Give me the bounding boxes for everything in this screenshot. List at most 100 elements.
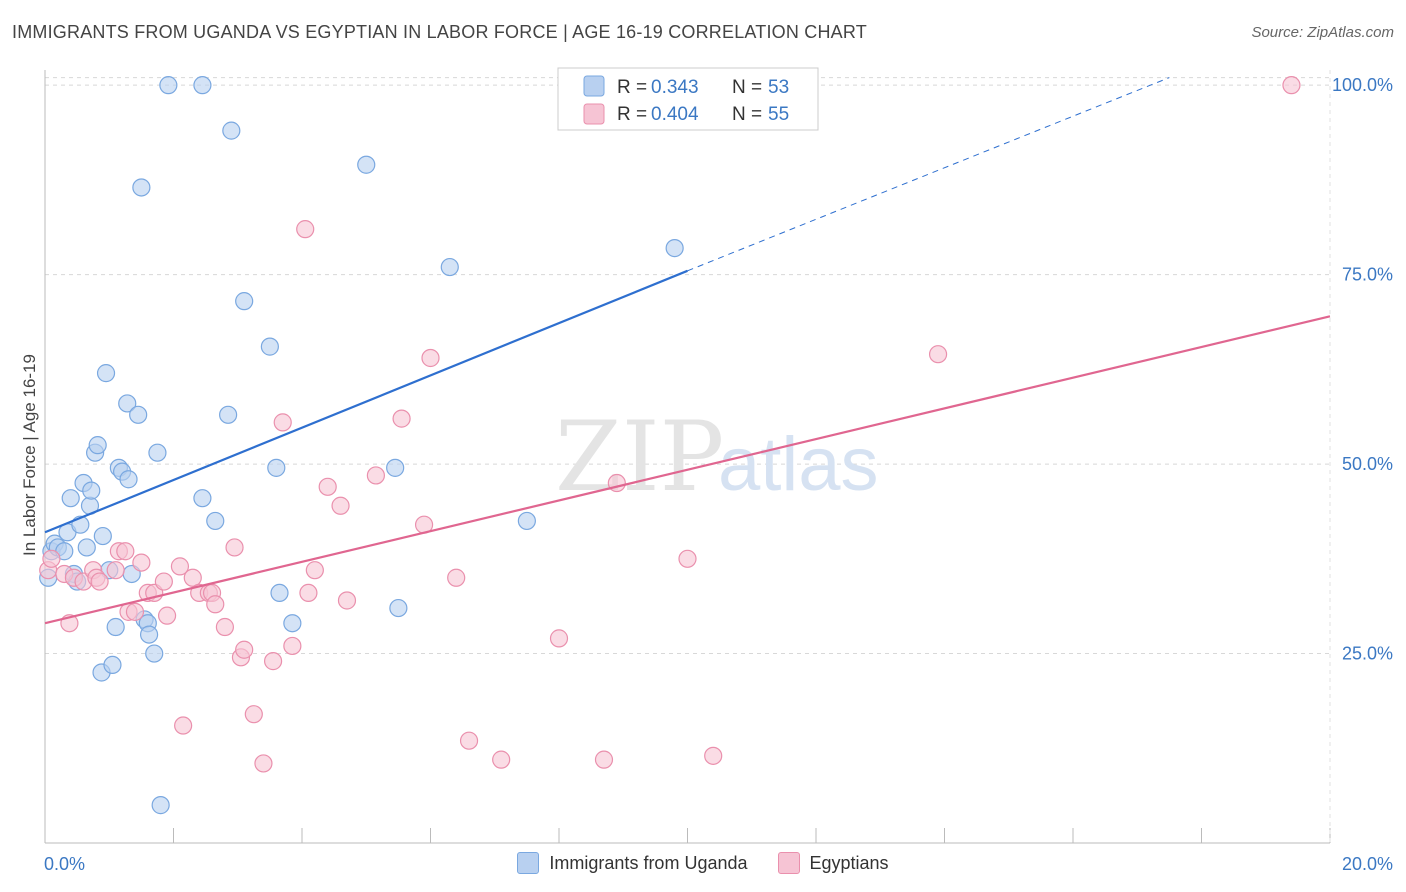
tick-labels: 25.0% 50.0% 75.0% 100.0% 0.0% 20.0% — [44, 75, 1393, 874]
egyptian-point — [299, 583, 318, 603]
legend-r-value-2: 0.404 — [651, 104, 699, 125]
egyptian-point — [125, 602, 145, 621]
uganda-trend-line — [44, 269, 688, 534]
uganda-point — [222, 121, 241, 140]
y-tick-label: 75.0% — [1342, 265, 1393, 285]
legend-item-egyptians: Egyptians — [777, 852, 889, 874]
egyptian-point — [331, 496, 350, 515]
legend-n-value-2: 55 — [768, 104, 789, 125]
legend-label-uganda: Immigrants from Uganda — [549, 852, 748, 873]
x-tick-label: 0.0% — [44, 854, 85, 874]
egyptian-point — [549, 629, 569, 648]
uganda-point — [106, 617, 125, 637]
chart-title: IMMIGRANTS FROM UGANDA VS EGYPTIAN IN LA… — [12, 22, 867, 42]
uganda-point — [82, 481, 101, 500]
uganda-point — [139, 625, 159, 644]
egyptian-point — [928, 345, 948, 364]
egyptian-point — [90, 572, 109, 591]
y-tick-label: 50.0% — [1342, 454, 1393, 474]
egyptian-point — [263, 652, 283, 671]
legend-r-label-2: R = — [617, 104, 647, 125]
uganda-point — [665, 238, 684, 258]
egyptian-point — [366, 466, 385, 485]
uganda-point — [440, 257, 459, 277]
legend-swatch-blue — [583, 75, 605, 97]
egyptian-point — [157, 606, 177, 625]
egyptian-point — [132, 553, 151, 572]
egyptian-point — [594, 750, 614, 769]
uganda-point — [283, 614, 302, 633]
egyptian-point — [337, 591, 357, 610]
uganda-point — [119, 470, 138, 489]
egyptian-point — [318, 477, 337, 496]
legend-n-value-1: 53 — [768, 77, 789, 98]
egyptian-point — [678, 549, 697, 568]
legend-r-value-1: 0.343 — [651, 77, 699, 98]
uganda-point — [148, 443, 167, 462]
uganda-point — [61, 489, 80, 508]
egyptian-point — [154, 572, 173, 591]
uganda-point — [145, 644, 164, 663]
watermark: ZIP atlas — [555, 401, 879, 513]
watermark-atlas: atlas — [718, 422, 879, 507]
trend-lines — [44, 77, 1331, 625]
egyptian-point — [459, 731, 479, 750]
egyptian-point — [244, 705, 263, 724]
egyptian-point — [174, 716, 193, 735]
egyptian-point — [225, 538, 244, 557]
legend-label-egyptians: Egyptians — [809, 852, 889, 873]
source-credit: Source: ZipAtlas.com — [1251, 24, 1394, 41]
egyptian-point — [421, 348, 440, 368]
egyptian-point — [447, 568, 466, 587]
uganda-point — [357, 155, 376, 174]
uganda-trend-extension — [687, 77, 1170, 272]
egyptian-point — [170, 557, 190, 576]
legend-swatch-egyptians — [777, 852, 800, 874]
uganda-point — [219, 405, 238, 424]
uganda-point — [151, 796, 170, 815]
y-axis-label: In Labor Force | Age 16-19 — [20, 354, 39, 556]
uganda-point — [77, 538, 96, 557]
uganda-point — [193, 489, 212, 508]
egyptian-point — [492, 750, 511, 769]
correlation-legend: R = 0.343 N = 53 R = 0.404 N = 55 — [557, 67, 819, 131]
egyptian-point — [704, 746, 723, 765]
egyptian-point — [235, 640, 254, 659]
egyptian-point — [1282, 76, 1301, 95]
egyptian-point — [206, 595, 225, 614]
uganda-point — [96, 364, 116, 383]
egyptian-point — [116, 542, 135, 561]
uganda-point — [132, 178, 151, 197]
egyptian-point — [106, 561, 125, 580]
egyptian-point — [296, 220, 315, 239]
legend-swatch-uganda — [517, 852, 540, 874]
uganda-point — [129, 405, 148, 424]
egyptian-point — [273, 413, 292, 432]
x-tick-label: 20.0% — [1342, 854, 1393, 874]
egyptian-point — [305, 561, 324, 580]
egyptian-point — [215, 617, 234, 637]
legend-n-label-1: N = — [732, 77, 762, 98]
y-tick-label: 100.0% — [1332, 75, 1393, 95]
egyptian-point — [183, 568, 202, 587]
uganda-point — [159, 76, 178, 95]
uganda-point — [193, 76, 212, 95]
series-legend: Immigrants from Uganda Egyptians — [0, 852, 1406, 874]
uganda-point — [260, 337, 279, 356]
uganda-point — [235, 292, 254, 311]
uganda-point — [270, 583, 289, 603]
egyptian-trend-line — [44, 315, 1331, 625]
legend-swatch-pink — [583, 103, 605, 125]
uganda-point — [118, 394, 137, 413]
uganda-point — [389, 598, 408, 618]
legend-r-label-1: R = — [617, 77, 647, 98]
legend-n-label-2: N = — [732, 104, 762, 125]
uganda-point — [517, 511, 536, 531]
axes — [44, 70, 1331, 844]
egyptian-point — [254, 754, 273, 773]
uganda-point — [267, 458, 286, 477]
uganda-point — [206, 511, 225, 531]
uganda-point — [103, 655, 122, 675]
uganda-point — [93, 526, 112, 546]
